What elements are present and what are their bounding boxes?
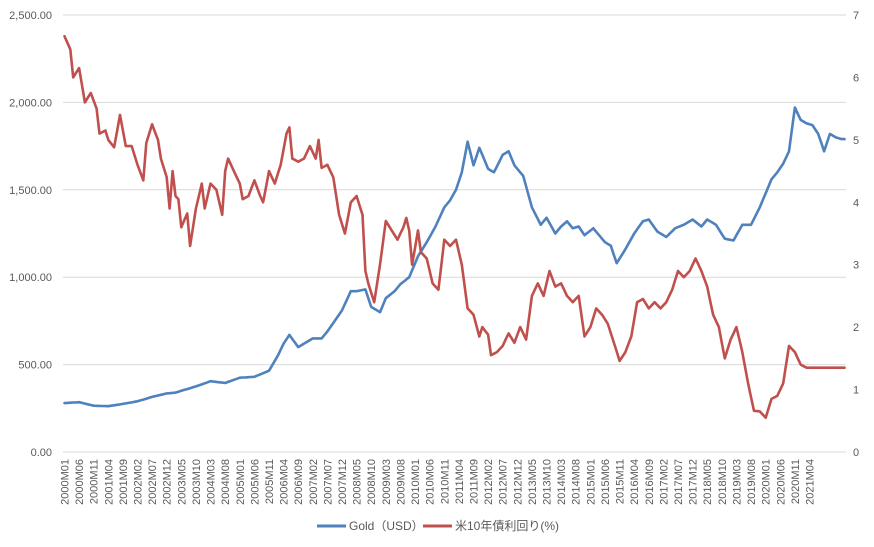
left-axis-tick-label: 2,000.00	[9, 97, 52, 109]
x-axis-tick-label: 2000M11	[89, 459, 101, 504]
x-axis-tick-label: 2012M12	[512, 459, 524, 505]
x-axis-tick-label: 2002M12	[162, 459, 174, 505]
x-axis-tick-label: 2016M04	[629, 459, 641, 505]
right-axis-tick-label: 3	[853, 260, 859, 272]
x-axis-tick-label: 2004M08	[220, 459, 232, 505]
x-axis-tick-label: 2011M04	[454, 459, 466, 504]
right-axis-tick-label: 0	[853, 447, 859, 459]
x-axis-tick-label: 2017M07	[673, 459, 685, 505]
x-axis-tick-label: 2000M06	[74, 459, 86, 505]
left-axis-tick-label: 0.00	[31, 447, 52, 459]
series-lines	[63, 34, 846, 420]
x-axis-tick-label: 2005M06	[249, 459, 261, 505]
x-axis-tick-label: 2020M06	[775, 459, 787, 505]
left-axis-tick-label: 1,000.00	[9, 272, 52, 284]
legend-label-yield: 米10年債利回り(%)	[455, 518, 559, 533]
x-axis-tick-label: 2019M03	[731, 459, 743, 505]
x-axis-tick-label: 2007M07	[322, 459, 334, 505]
x-axis-tick-label: 2020M11	[790, 459, 802, 504]
x-axis-tick-label: 2014M08	[571, 459, 583, 505]
x-axis-tick-label: 2006M04	[279, 459, 291, 505]
x-axis-tick-label: 2007M02	[308, 459, 320, 505]
x-axis-tick-label: 2001M09	[118, 459, 130, 505]
x-axis-tick-label: 2010M01	[410, 459, 422, 505]
right-axis-tick-label: 5	[853, 135, 859, 147]
legend: Gold（USD） 米10年債利回り(%)	[317, 518, 559, 533]
x-axis-tick-label: 2003M05	[176, 459, 188, 505]
x-axis-tick-label: 2017M02	[658, 459, 670, 505]
right-axis-tick-label: 2	[853, 322, 859, 334]
x-axis-tick-label: 2015M01	[585, 459, 597, 505]
x-axis-tick-label: 2003M10	[191, 459, 203, 505]
x-axis-tick-label: 2000M01	[59, 459, 71, 505]
x-axis-tick-label: 2017M12	[688, 459, 700, 505]
x-axis-tick-labels: 2000M01 2000M06 2000M11 2001M04 2001M09 2002M…	[59, 459, 816, 505]
x-axis-tick-label: 2019M08	[746, 459, 758, 505]
right-axis-tick-label: 6	[853, 72, 859, 84]
x-axis-tick-label: 2005M11	[264, 459, 276, 504]
x-axis-tick-label: 2013M10	[542, 459, 554, 505]
x-axis-tick-label: 2001M04	[103, 459, 115, 505]
x-axis-tick-label: 2008M05	[352, 459, 364, 505]
x-axis-tick-label: 2018M05	[702, 459, 714, 505]
x-axis-tick-label: 2012M02	[483, 459, 495, 505]
left-axis-tick-label: 1,500.00	[9, 185, 52, 197]
left-axis-tick-labels: 0.00 500.00 1,000.00 1,500.00 2,000.00 2,500.…	[9, 10, 52, 459]
x-axis-tick-label: 2015M06	[600, 459, 612, 505]
x-axis-tick-label: 2020M01	[761, 459, 773, 505]
left-axis-tick-label: 500.00	[18, 360, 52, 372]
x-axis-tick-label: 2016M09	[644, 459, 656, 505]
x-axis-tick-label: 2007M12	[337, 459, 349, 505]
x-axis-tick-label: 2009M08	[395, 459, 407, 505]
x-axis-tick-label: 2015M11	[615, 459, 627, 504]
left-axis-tick-label: 2,500.00	[9, 10, 52, 22]
x-axis-tick-label: 2006M09	[293, 459, 305, 505]
x-axis-tick-label: 2018M10	[717, 459, 729, 505]
x-axis-tick-label: 2021M04	[804, 459, 816, 505]
series-line-gold	[63, 106, 846, 408]
x-axis-tick-label: 2009M03	[381, 459, 393, 505]
x-axis-tick-label: 2008M10	[366, 459, 378, 505]
x-axis-tick-label: 2004M03	[206, 459, 218, 505]
x-axis-tick-label: 2005M01	[235, 459, 247, 505]
right-axis-tick-label: 1	[853, 385, 859, 397]
right-axis-tick-labels: 0 1 2 3 4 5 6 7	[853, 10, 859, 459]
x-axis-tick-label: 2013M05	[527, 459, 539, 505]
x-axis-tick-label: 2014M03	[556, 459, 568, 505]
x-axis-tick-label: 2002M02	[133, 459, 145, 505]
right-axis-tick-label: 7	[853, 10, 859, 22]
right-axis-tick-label: 4	[853, 197, 859, 209]
x-axis-tick-label: 2012M07	[498, 459, 510, 505]
x-axis-tick-label: 2011M09	[468, 459, 480, 504]
series-line-yield	[63, 34, 846, 420]
x-axis-tick-label: 2010M11	[439, 459, 451, 504]
x-axis-tick-label: 2010M06	[425, 459, 437, 505]
x-axis-tick-label: 2002M07	[147, 459, 159, 505]
legend-label-gold: Gold（USD）	[349, 519, 424, 533]
